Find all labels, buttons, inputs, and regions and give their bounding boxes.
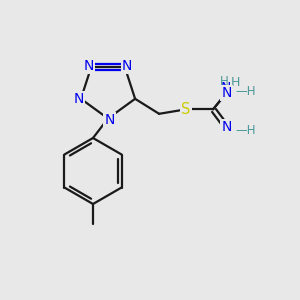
Text: N: N: [84, 59, 94, 73]
Text: N: N: [104, 113, 115, 127]
Text: N: N: [73, 92, 84, 106]
Text: N: N: [221, 86, 232, 100]
Text: H: H: [220, 75, 229, 88]
Text: H: H: [231, 76, 240, 89]
Text: —H: —H: [235, 85, 256, 98]
Text: S: S: [182, 102, 191, 117]
Text: N: N: [122, 59, 132, 73]
Text: N: N: [221, 120, 232, 134]
Text: N: N: [220, 81, 231, 95]
Text: —H: —H: [235, 124, 256, 137]
